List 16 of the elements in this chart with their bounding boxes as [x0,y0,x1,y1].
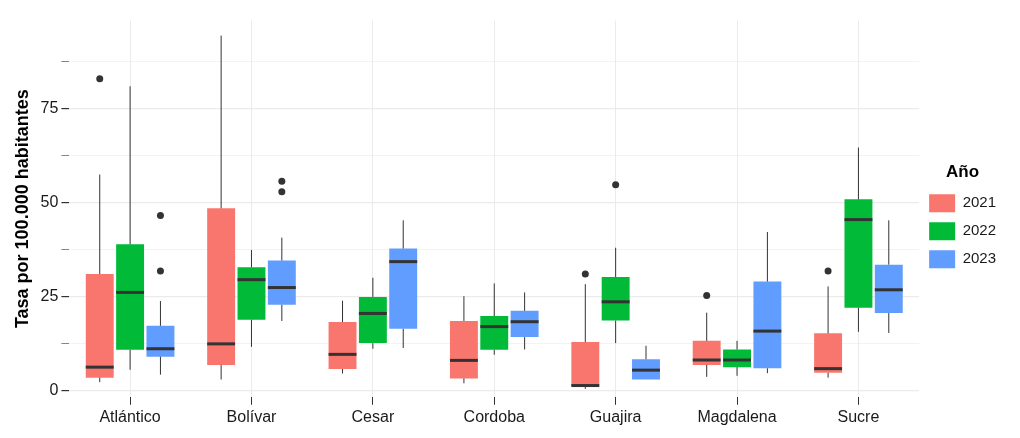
y-axis-title: Tasa por 100.000 habitantes [11,89,32,329]
x-tick-label: Magdalena [697,407,777,425]
legend-label: 2022 [962,221,997,239]
x-tick-label: Bolívar [226,407,278,425]
x-tick-label: Cordoba [463,407,526,425]
legend-label: 2023 [962,249,997,267]
y-tick-label: 75 [40,99,59,117]
legend-title: Año [946,161,980,181]
y-tick-label: 0 [49,380,59,398]
x-tick-label: Sucre [837,407,880,425]
x-tick-label: Cesar [351,407,395,425]
y-tick-label: 50 [40,193,59,211]
y-tick-label: 25 [40,286,59,304]
x-tick-label: Guajira [589,407,642,425]
x-tick-label: Atlántico [99,407,161,425]
legend-label: 2021 [962,193,997,211]
